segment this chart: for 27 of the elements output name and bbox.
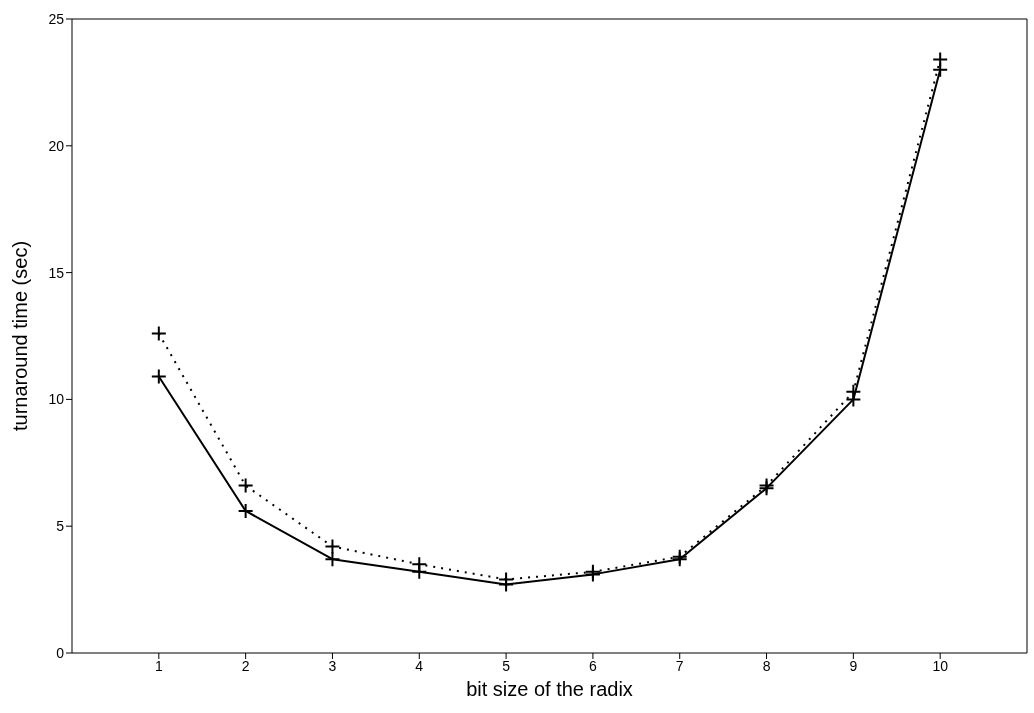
point — [150, 325, 167, 342]
x-tick-label: 2 — [241, 657, 250, 674]
x-tick-label: 9 — [849, 657, 858, 674]
x-tick-label: 3 — [328, 657, 337, 674]
y-axis-title: turnaround time (sec) — [9, 240, 32, 432]
y-tick-label: 25 — [48, 10, 65, 27]
point — [411, 556, 428, 573]
x-tick-label: 1 — [154, 657, 163, 674]
y-tick-label: 20 — [48, 137, 65, 154]
point — [237, 477, 254, 494]
point — [498, 571, 515, 588]
x-tick-label: 8 — [762, 657, 771, 674]
point — [237, 502, 254, 519]
x-tick-label: 10 — [932, 657, 949, 674]
point — [845, 383, 862, 400]
y-tick-label: 0 — [56, 644, 65, 661]
x-tick-label: 5 — [502, 657, 511, 674]
point — [324, 538, 341, 555]
point — [324, 551, 341, 568]
x-axis-title: bit size of the radix — [466, 678, 633, 700]
x-tick-label: 6 — [589, 657, 598, 674]
x-tick-label: 7 — [675, 657, 684, 674]
y-tick-label: 10 — [48, 391, 65, 408]
x-tick-label: 4 — [415, 657, 424, 674]
point — [150, 368, 167, 385]
y-tick-label: 5 — [56, 518, 65, 535]
y-tick-label: 15 — [48, 264, 65, 281]
